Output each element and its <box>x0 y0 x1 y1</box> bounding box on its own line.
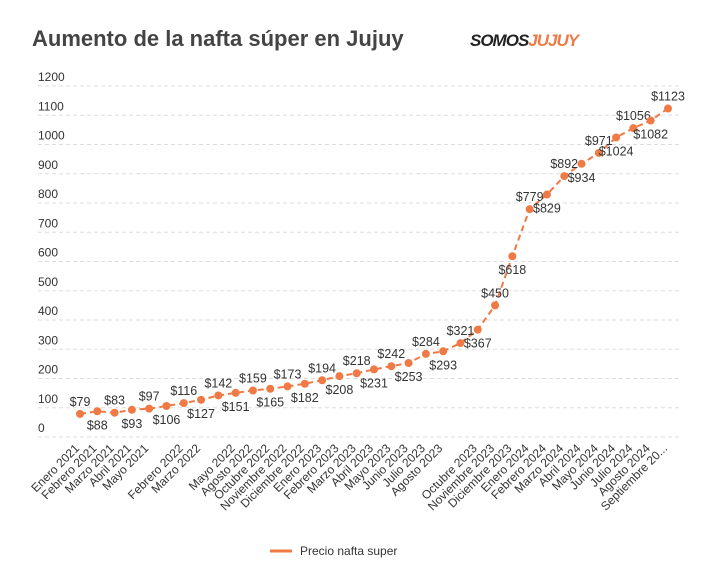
chart-title: Aumento de la nafta súper en Jujuy <box>32 26 404 51</box>
data-label: $165 <box>256 396 284 410</box>
data-label: $79 <box>70 395 91 409</box>
data-label: $127 <box>187 407 215 421</box>
data-point <box>577 159 586 168</box>
data-label: $83 <box>104 394 125 408</box>
legend-label: Precio nafta super <box>300 544 397 558</box>
data-label: $231 <box>360 376 388 390</box>
data-point <box>370 365 378 374</box>
data-label: $934 <box>568 171 596 185</box>
data-label: $293 <box>429 358 457 372</box>
data-point <box>231 388 240 397</box>
data-point <box>214 391 223 400</box>
data-point <box>110 408 119 417</box>
data-point <box>404 358 413 367</box>
data-label: $208 <box>326 383 354 397</box>
data-point <box>664 104 672 113</box>
data-label: $284 <box>412 335 440 349</box>
data-point <box>335 372 344 381</box>
logo: SOMOSJUJUY <box>470 31 581 50</box>
y-tick-label: 400 <box>38 304 58 318</box>
data-label: $1024 <box>599 144 634 158</box>
data-label: $88 <box>87 418 108 432</box>
data-point <box>93 407 102 416</box>
data-point <box>197 395 206 404</box>
data-label: $218 <box>343 354 371 368</box>
data-point <box>127 405 136 414</box>
logo-part: JUJUY <box>528 31 580 50</box>
data-label: $829 <box>533 202 561 216</box>
data-point <box>266 384 275 393</box>
data-label: $367 <box>464 337 492 351</box>
data-point <box>300 379 309 388</box>
data-point <box>491 301 500 310</box>
y-tick-label: 900 <box>38 158 58 172</box>
y-tick-label: 600 <box>38 246 58 260</box>
data-label: $142 <box>204 376 232 390</box>
data-label: $618 <box>498 263 526 277</box>
data-label: $779 <box>516 190 544 204</box>
data-point <box>318 376 327 385</box>
data-label: $106 <box>153 413 181 427</box>
data-point <box>646 116 655 125</box>
data-point <box>387 362 396 371</box>
data-point <box>594 148 603 157</box>
data-label: $116 <box>170 384 197 398</box>
data-label: $242 <box>377 347 405 361</box>
y-tick-label: 0 <box>38 421 45 435</box>
data-label: $450 <box>481 286 509 300</box>
data-point <box>508 252 517 261</box>
data-point <box>629 124 638 133</box>
data-point <box>439 347 448 356</box>
data-point <box>283 382 292 391</box>
data-point <box>248 386 257 395</box>
data-label: $321 <box>447 324 475 338</box>
y-tick-label: 800 <box>38 187 58 201</box>
data-label: $1056 <box>616 109 651 123</box>
data-point <box>542 190 551 199</box>
data-point <box>456 339 465 348</box>
y-tick-label: 700 <box>38 216 58 230</box>
data-label: $253 <box>395 370 423 384</box>
data-label: $892 <box>550 157 578 171</box>
y-tick-label: 1000 <box>38 129 65 143</box>
data-point <box>421 349 430 358</box>
data-point <box>145 404 154 413</box>
data-point <box>162 401 171 410</box>
data-label: $1082 <box>633 128 668 142</box>
data-point <box>473 325 482 334</box>
data-label: $1123 <box>651 90 685 104</box>
data-point <box>525 205 534 214</box>
data-point <box>76 409 84 418</box>
data-label: $97 <box>139 390 160 404</box>
data-label: $159 <box>239 371 267 385</box>
y-tick-label: 1200 <box>38 70 65 84</box>
data-point <box>612 133 621 142</box>
data-label: $182 <box>291 391 319 405</box>
data-point <box>179 399 188 408</box>
data-label: $151 <box>222 400 250 414</box>
data-label: $194 <box>308 361 336 375</box>
y-tick-label: 500 <box>38 275 58 289</box>
logo-part: SOMOS <box>470 31 530 50</box>
data-label: $93 <box>121 417 142 431</box>
data-point <box>560 172 569 181</box>
y-tick-label: 100 <box>38 392 58 406</box>
data-label: $971 <box>585 134 613 148</box>
data-label: $173 <box>274 367 302 381</box>
data-point <box>352 369 361 378</box>
y-tick-label: 200 <box>38 363 58 377</box>
y-tick-label: 300 <box>38 333 58 347</box>
y-tick-label: 1100 <box>38 99 64 113</box>
